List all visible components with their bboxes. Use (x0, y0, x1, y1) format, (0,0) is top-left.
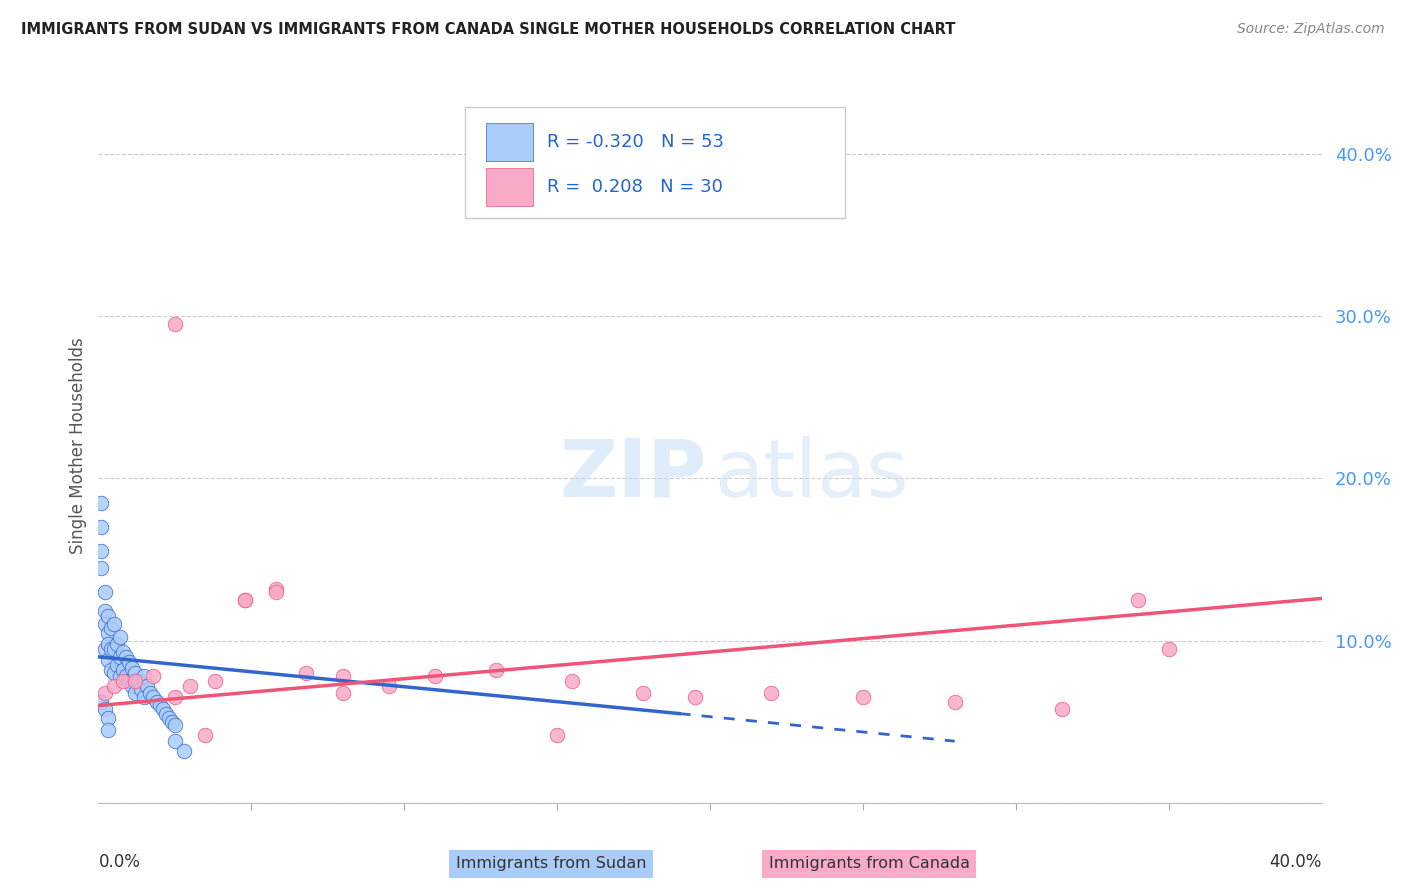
Point (124, 666, 146, 681)
Point (332, 685, 354, 699)
Point (105, 657, 128, 672)
Point (136, 679, 159, 693)
Point (160, 714, 183, 729)
Point (105, 637, 128, 651)
FancyBboxPatch shape (465, 107, 845, 218)
Point (759, 685, 782, 699)
Text: Immigrants from Sudan: Immigrants from Sudan (456, 856, 647, 871)
Point (378, 679, 401, 693)
Point (93, 641, 115, 656)
Point (124, 674, 146, 689)
Point (93, 585, 115, 599)
Point (157, 711, 180, 725)
FancyBboxPatch shape (486, 169, 533, 205)
Point (1050, 702, 1073, 716)
Point (142, 669, 165, 683)
Point (90, 520, 112, 534)
Text: IMMIGRANTS FROM SUDAN VS IMMIGRANTS FROM CANADA SINGLE MOTHER HOUSEHOLDS CORRELA: IMMIGRANTS FROM SUDAN VS IMMIGRANTS FROM… (21, 22, 956, 37)
Point (111, 674, 134, 689)
Point (100, 641, 122, 656)
Point (194, 728, 217, 742)
Point (149, 698, 172, 713)
Text: ZIP: ZIP (560, 435, 706, 514)
Point (103, 641, 125, 656)
Point (93, 604, 115, 618)
Point (233, 593, 256, 607)
Point (163, 718, 186, 732)
Point (163, 690, 186, 705)
Point (683, 690, 706, 705)
Point (264, 582, 287, 596)
Point (93, 617, 115, 632)
Point (423, 669, 446, 683)
Point (152, 702, 174, 716)
Y-axis label: Single Mother Households: Single Mother Households (69, 338, 87, 554)
Point (179, 679, 201, 693)
Point (264, 585, 287, 599)
Point (127, 674, 149, 689)
Point (108, 631, 131, 645)
Text: Source: ZipAtlas.com: Source: ZipAtlas.com (1237, 22, 1385, 37)
FancyBboxPatch shape (486, 123, 533, 161)
Point (118, 674, 141, 689)
Point (1128, 593, 1150, 607)
Point (100, 621, 122, 635)
Point (97, 609, 120, 624)
Text: 40.0%: 40.0% (1270, 853, 1322, 871)
Point (852, 690, 875, 705)
Point (108, 649, 131, 664)
Point (121, 661, 143, 675)
Point (100, 663, 122, 677)
Point (233, 593, 256, 607)
Point (90, 560, 112, 574)
Point (173, 744, 195, 758)
Point (103, 666, 125, 681)
Point (97, 711, 120, 725)
Point (93, 685, 115, 699)
Point (97, 723, 120, 737)
Point (115, 649, 138, 664)
Text: Immigrants from Canada: Immigrants from Canada (769, 856, 970, 871)
Text: R =  0.208   N = 30: R = 0.208 N = 30 (547, 178, 723, 196)
Point (485, 663, 508, 677)
Point (1157, 641, 1180, 656)
Point (93, 702, 115, 716)
Point (115, 669, 138, 683)
Point (204, 674, 226, 689)
Point (142, 690, 165, 705)
Point (108, 669, 131, 683)
Point (90, 496, 112, 510)
Point (155, 706, 177, 721)
Point (121, 679, 143, 693)
Point (111, 663, 134, 677)
Point (145, 695, 167, 709)
Point (97, 625, 120, 640)
Point (546, 728, 568, 742)
Point (163, 318, 186, 332)
Text: R = -0.320   N = 53: R = -0.320 N = 53 (547, 133, 724, 151)
Text: atlas: atlas (714, 435, 908, 514)
Point (97, 637, 120, 651)
Point (97, 653, 120, 667)
Point (134, 669, 156, 683)
Point (90, 695, 112, 709)
Point (103, 679, 125, 693)
Point (163, 734, 186, 748)
Point (118, 655, 141, 669)
Text: 0.0%: 0.0% (98, 853, 141, 871)
Point (124, 685, 146, 699)
Point (561, 674, 583, 689)
Point (90, 544, 112, 558)
Point (103, 617, 125, 632)
Point (332, 669, 354, 683)
Point (134, 690, 156, 705)
Point (295, 666, 318, 681)
Point (943, 695, 966, 709)
Point (139, 685, 162, 699)
Point (129, 682, 152, 697)
Point (111, 645, 134, 659)
Point (631, 685, 654, 699)
